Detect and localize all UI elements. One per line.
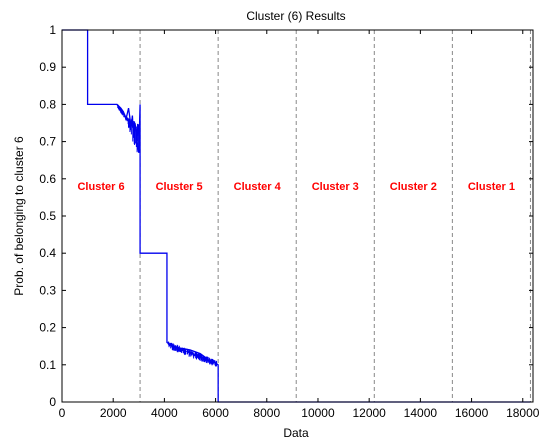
cluster-boundaries [61, 30, 531, 402]
y-tick-label: 0.6 [39, 172, 56, 186]
x-tick-label: 8000 [253, 406, 280, 420]
cluster-label-1: Cluster 5 [156, 181, 203, 193]
cluster-labels: Cluster 6 Cluster 5 Cluster 4 Cluster 3 Clus… [77, 181, 514, 193]
x-tick-label: 6000 [202, 406, 229, 420]
cluster-label-0: Cluster 6 [77, 181, 124, 193]
series-group [62, 29, 531, 403]
series-noise [116, 104, 218, 367]
x-tick-label: 18000 [506, 406, 539, 420]
chart-title: Cluster (6) Results [246, 9, 345, 23]
y-tick-label: 0.7 [39, 135, 56, 149]
cluster-label-5: Cluster 1 [468, 181, 515, 193]
y-tick-label: 0.8 [39, 97, 56, 111]
y-tick-label: 0.9 [39, 60, 56, 74]
cluster-label-2: Cluster 4 [234, 181, 282, 193]
x-axis-ticks: 0 2000 4000 6000 8000 10000 12000 14000 16000 180… [59, 30, 539, 420]
x-tick-label: 2000 [100, 406, 127, 420]
y-axis-label: Prob. of belonging to cluster 6 [12, 136, 26, 296]
x-tick-label: 4000 [151, 406, 178, 420]
x-tick-label: 10000 [301, 406, 335, 420]
x-tick-label: 16000 [455, 406, 489, 420]
y-tick-label: 0.5 [39, 209, 56, 223]
x-tick-label: 12000 [352, 406, 386, 420]
x-tick-label: 0 [59, 406, 66, 420]
plot-area-frame [61, 29, 534, 403]
y-tick-label: 0.3 [39, 283, 56, 297]
x-tick-label: 14000 [404, 406, 438, 420]
y-tick-label: 0.4 [39, 246, 56, 260]
cluster-label-4: Cluster 2 [390, 181, 437, 193]
y-tick-label: 0.2 [39, 321, 56, 335]
x-axis-label: Data [283, 426, 309, 440]
y-tick-label: 0 [49, 395, 56, 409]
y-tick-label: 1 [49, 23, 56, 37]
y-axis-ticks: 0 0.1 0.2 0.3 0.4 0.5 0.6 0.7 0.8 0.9 1 [39, 23, 533, 409]
cluster-label-3: Cluster 3 [312, 181, 359, 193]
y-tick-label: 0.1 [39, 358, 56, 372]
